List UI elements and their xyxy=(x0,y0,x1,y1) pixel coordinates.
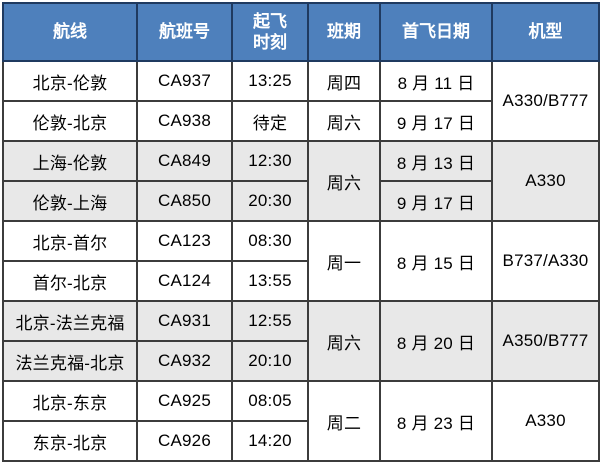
cell-days: 周六 xyxy=(307,140,381,222)
cell-departure-time: 20:30 xyxy=(231,180,309,222)
cell-first-flight-date: 9 月 17 日 xyxy=(379,100,493,142)
table-row: 北京-法兰克福 CA931 12:55 周六 8 月 20 日 A350/B77… xyxy=(2,300,600,382)
cell-route: 东京-北京 xyxy=(2,420,138,462)
header-departure-time: 起飞 时刻 xyxy=(231,2,309,62)
header-aircraft: 机型 xyxy=(491,2,600,62)
cell-days: 周六 xyxy=(307,300,381,382)
table-row: 上海-伦敦 CA849 12:30 周六 8 月 13 日 A330 xyxy=(2,140,600,222)
cell-departure-time: 待定 xyxy=(231,100,309,142)
table-row: 北京-首尔 CA123 08:30 周一 8 月 15 日 B737/A330 xyxy=(2,220,600,302)
cell-flight-no: CA124 xyxy=(136,260,233,302)
cell-first-flight-date: 8 月 13 日 xyxy=(379,140,493,182)
cell-departure-time: 20:10 xyxy=(231,340,309,382)
cell-route: 法兰克福-北京 xyxy=(2,340,138,382)
table-row: 东京-北京 CA926 14:20 xyxy=(2,420,599,462)
cell-departure-time: 08:30 xyxy=(231,220,309,262)
cell-departure-time: 08:05 xyxy=(231,380,309,422)
cell-first-flight-date: 9 月 17 日 xyxy=(379,180,493,222)
cell-flight-no: CA938 xyxy=(136,100,233,142)
table-row: 北京-东京 CA925 08:05 周二 8 月 23 日 A330 xyxy=(2,380,600,462)
header-flight-no: 航班号 xyxy=(136,2,233,62)
cell-flight-no: CA932 xyxy=(136,340,233,382)
cell-aircraft: A330 xyxy=(491,140,600,222)
header-first-flight-date: 首飞日期 xyxy=(379,2,493,62)
table-row: 伦敦-上海 CA850 20:30 9 月 17 日 xyxy=(2,180,599,222)
header-route: 航线 xyxy=(2,2,138,62)
cell-flight-no: CA925 xyxy=(136,380,233,422)
cell-departure-time: 13:25 xyxy=(231,60,309,102)
cell-route: 北京-东京 xyxy=(2,380,138,422)
cell-days: 周四 xyxy=(307,60,381,102)
cell-days: 周一 xyxy=(307,220,381,302)
cell-days: 周二 xyxy=(307,380,381,462)
cell-flight-no: CA850 xyxy=(136,180,233,222)
cell-aircraft: B737/A330 xyxy=(491,220,600,302)
cell-route: 上海-伦敦 xyxy=(2,140,138,182)
cell-aircraft: A330 xyxy=(491,380,600,462)
cell-first-flight-date: 8 月 15 日 xyxy=(379,220,493,302)
cell-route: 首尔-北京 xyxy=(2,260,138,302)
table-row: 北京-伦敦 CA937 13:25 周四 8 月 11 日 A330/B777 xyxy=(2,60,600,142)
cell-departure-time: 13:55 xyxy=(231,260,309,302)
cell-route: 北京-伦敦 xyxy=(2,60,138,102)
cell-first-flight-date: 8 月 20 日 xyxy=(379,300,493,382)
cell-route: 伦敦-上海 xyxy=(2,180,138,222)
cell-first-flight-date: 8 月 23 日 xyxy=(379,380,493,462)
cell-flight-no: CA926 xyxy=(136,420,233,462)
cell-flight-no: CA931 xyxy=(136,300,233,342)
table-row: 法兰克福-北京 CA932 20:10 xyxy=(2,340,599,382)
cell-departure-time: 12:30 xyxy=(231,140,309,182)
cell-route: 北京-首尔 xyxy=(2,220,138,262)
cell-route: 北京-法兰克福 xyxy=(2,300,138,342)
cell-aircraft: A350/B777 xyxy=(491,300,600,382)
cell-days: 周六 xyxy=(307,100,381,142)
header-days: 班期 xyxy=(307,2,381,62)
cell-departure-time: 12:55 xyxy=(231,300,309,342)
cell-flight-no: CA937 xyxy=(136,60,233,102)
cell-route: 伦敦-北京 xyxy=(2,100,138,142)
cell-flight-no: CA849 xyxy=(136,140,233,182)
cell-flight-no: CA123 xyxy=(136,220,233,262)
flight-schedule-table: 航线 航班号 起飞 时刻 班期 首飞日期 机型 北京-伦敦 CA937 13:2… xyxy=(2,2,600,462)
table-header: 航线 航班号 起飞 时刻 班期 首飞日期 机型 xyxy=(2,2,600,62)
cell-aircraft: A330/B777 xyxy=(491,60,600,142)
cell-departure-time: 14:20 xyxy=(231,420,309,462)
cell-first-flight-date: 8 月 11 日 xyxy=(379,60,493,102)
table-row: 伦敦-北京 CA938 待定 周六 9 月 17 日 xyxy=(2,100,599,142)
table-row: 首尔-北京 CA124 13:55 xyxy=(2,260,599,302)
